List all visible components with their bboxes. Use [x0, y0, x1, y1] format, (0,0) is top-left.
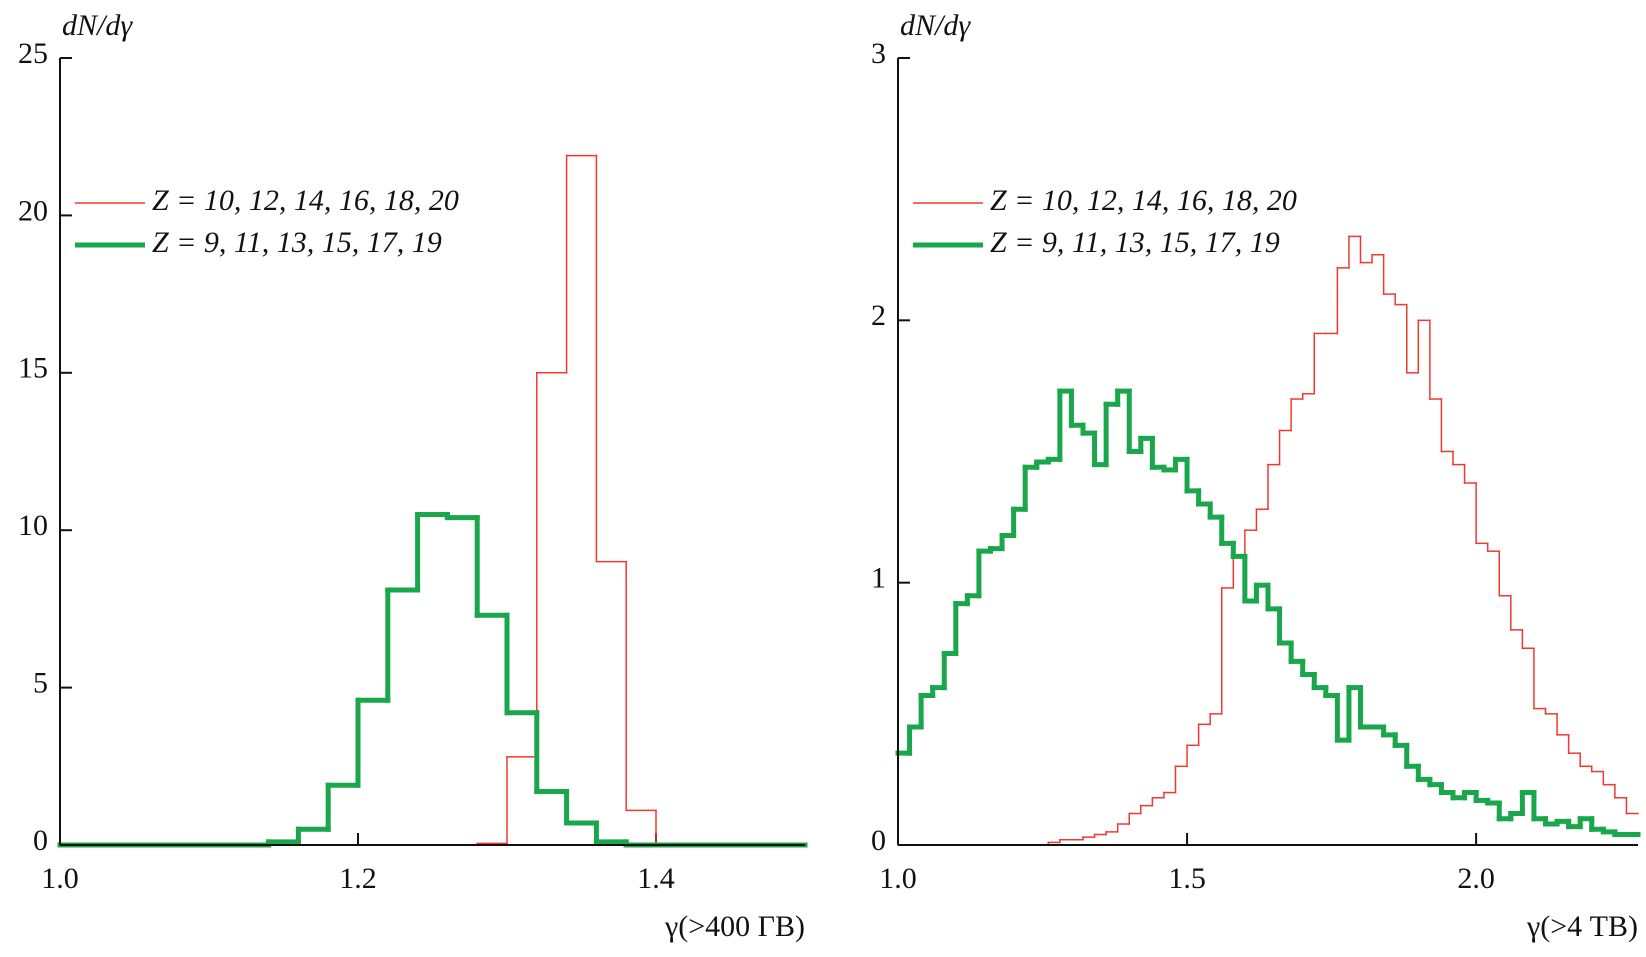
y-tick-label: 20	[18, 194, 48, 227]
y-tick-label: 3	[871, 37, 886, 70]
y-axis-label: dN/dγ	[900, 9, 971, 42]
y-tick-label: 10	[18, 509, 48, 542]
legend-label: Z = 9, 11, 13, 15, 17, 19	[990, 226, 1280, 259]
x-tick-label: 1.0	[879, 862, 917, 895]
x-tick-label: 2.0	[1457, 862, 1495, 895]
legend-label: Z = 10, 12, 14, 16, 18, 20	[990, 184, 1297, 217]
x-axis-label: γ(>4 ТВ)	[1526, 910, 1638, 943]
x-tick-label: 1.5	[1168, 862, 1206, 895]
x-tick-label: 1.2	[339, 862, 377, 895]
legend-label: Z = 10, 12, 14, 16, 18, 20	[152, 184, 459, 217]
y-tick-label: 0	[871, 824, 886, 857]
y-tick-label: 0	[33, 824, 48, 857]
y-tick-label: 2	[871, 299, 886, 332]
legend-label: Z = 9, 11, 13, 15, 17, 19	[152, 226, 442, 259]
x-tick-label: 1.0	[41, 862, 79, 895]
x-axis-label: γ(>400 ГВ)	[664, 910, 805, 943]
y-axis-label: dN/dγ	[62, 9, 133, 42]
x-tick-label: 1.4	[637, 862, 675, 895]
y-tick-label: 15	[18, 352, 48, 385]
y-tick-label: 5	[33, 666, 48, 699]
y-tick-label: 25	[18, 37, 48, 70]
y-tick-label: 1	[871, 562, 886, 595]
